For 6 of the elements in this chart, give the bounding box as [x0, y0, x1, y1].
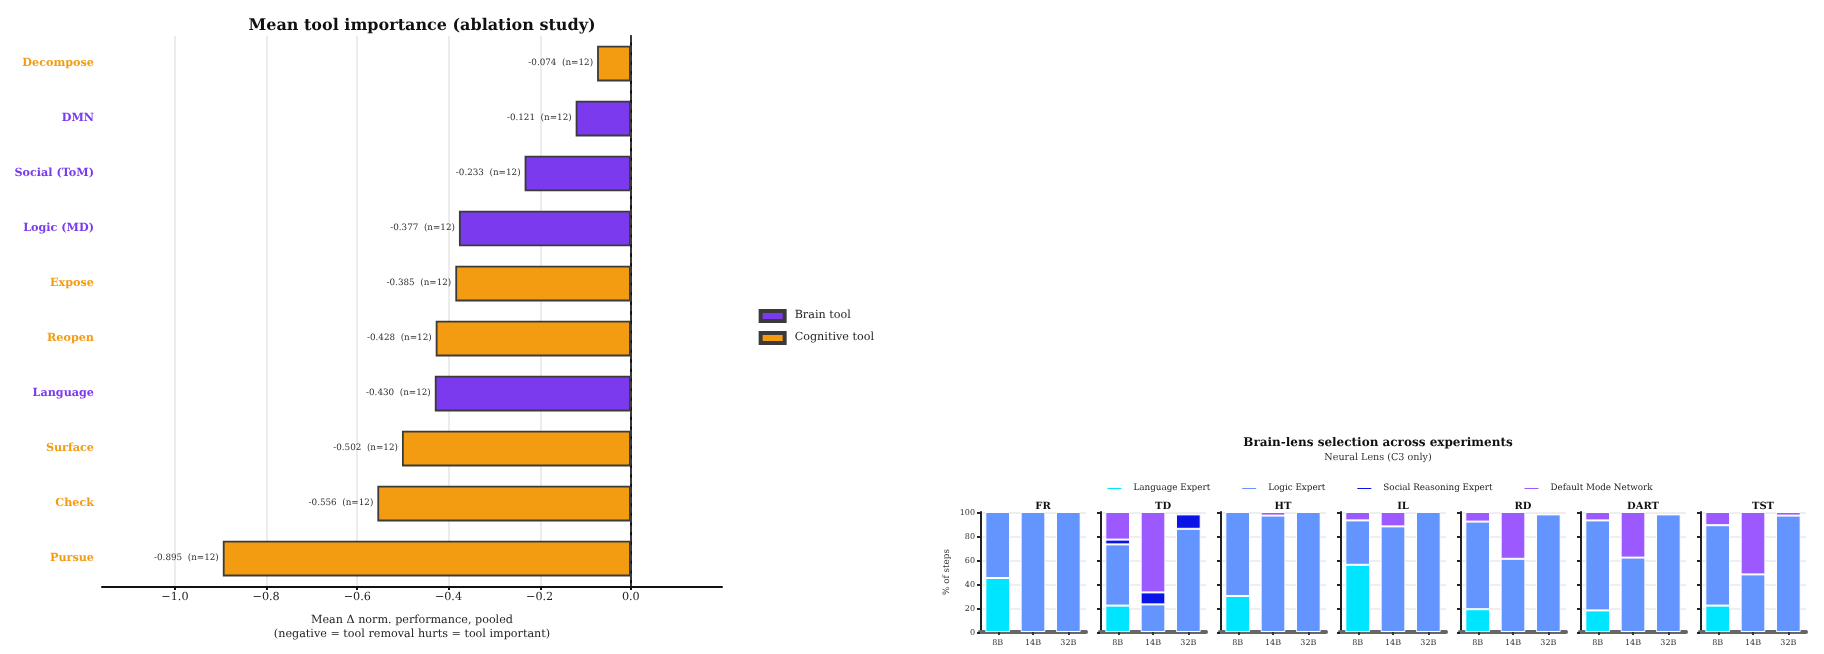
bar: [1415, 512, 1441, 632]
bar: [1775, 515, 1801, 632]
bar: [1105, 512, 1131, 540]
bar: [1655, 514, 1681, 632]
bar: [1535, 514, 1561, 632]
chart-title: Mean tool importance (ablation study): [248, 14, 596, 34]
